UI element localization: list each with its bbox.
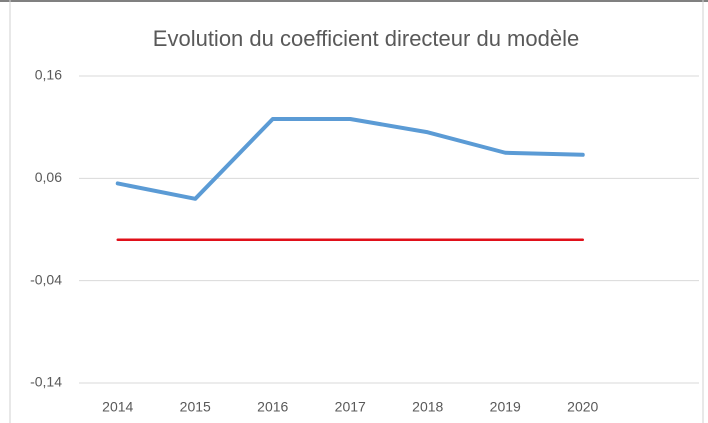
x-tick-label: 2015 bbox=[180, 399, 211, 415]
x-tick-label: 2016 bbox=[257, 399, 288, 415]
x-tick-label: 2017 bbox=[335, 399, 366, 415]
x-tick-label: 2020 bbox=[567, 399, 598, 415]
y-tick-label: -0,14 bbox=[30, 374, 62, 390]
x-tick-label: 2014 bbox=[102, 399, 133, 415]
series-line bbox=[115, 116, 585, 201]
x-tick-label: 2019 bbox=[490, 399, 521, 415]
chart-title: Evolution du coefficient directeur du mo… bbox=[153, 26, 579, 51]
y-tick-label: 0,06 bbox=[35, 169, 62, 185]
x-tick-label: 2018 bbox=[412, 399, 443, 415]
y-tick-label: -0,04 bbox=[30, 271, 62, 287]
y-tick-label: 0,16 bbox=[35, 67, 62, 83]
